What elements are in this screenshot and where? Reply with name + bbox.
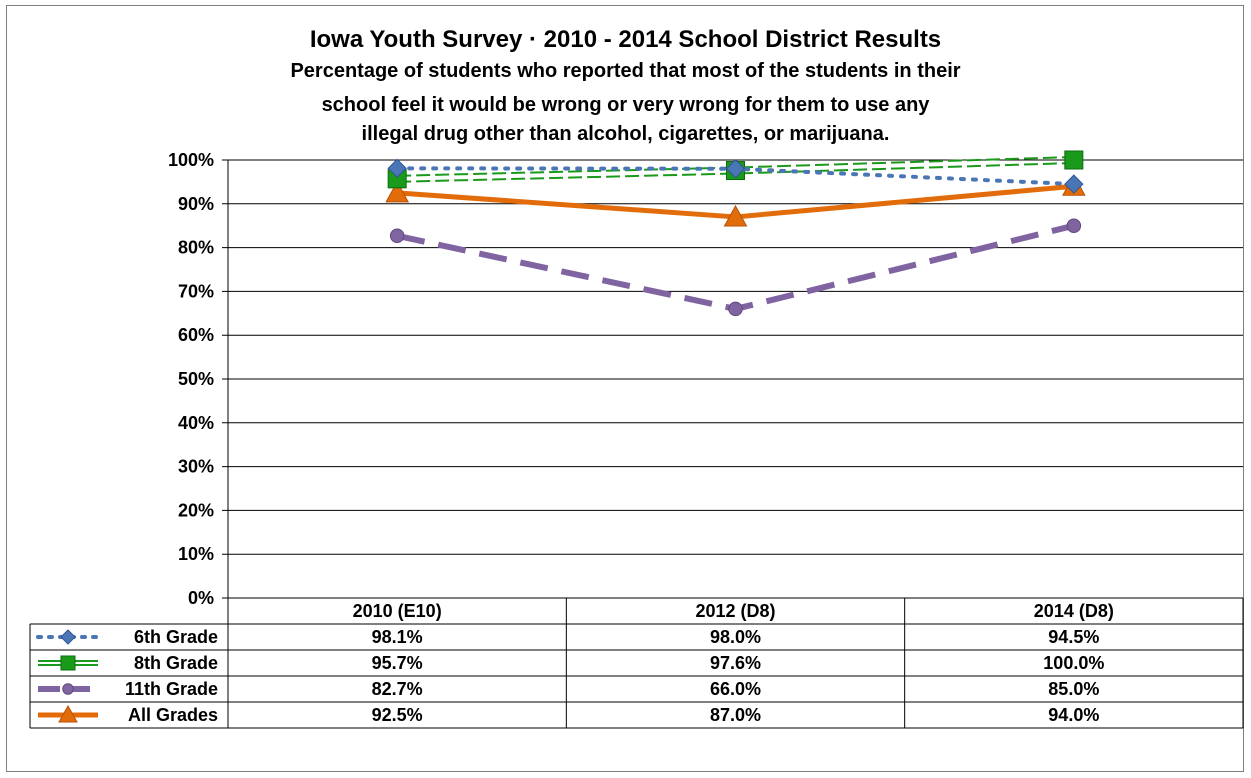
legend-series-name: All Grades [128,705,218,725]
chart-frame [6,5,1244,772]
chart-subtitle-line-3: illegal drug other than alcohol, cigaret… [361,123,890,145]
data-point-marker [60,655,76,671]
chart-title: Iowa Youth Survey · 2010 - 2014 School D… [309,26,942,53]
data-table-value: 95.7% [372,653,423,673]
y-tick-label: 70% [178,281,214,301]
data-table-value: 94.0% [1048,705,1099,725]
series-11th-grade [389,218,1082,317]
data-table-value: 92.5% [372,705,423,725]
y-tick-label: 10% [178,544,214,564]
legend-series-name: 11th Grade [125,679,218,699]
series-all-grades [385,174,1086,227]
data-table-value: 66.0% [710,679,761,699]
data-table-value: 87.0% [710,705,761,725]
series-line [397,156,1074,177]
data-point-marker [58,704,78,723]
y-tick-label: 50% [178,369,214,389]
x-category-label: 2010 (E10) [353,601,442,621]
y-tick-label: 40% [178,413,214,433]
series-8th-grade [387,150,1084,189]
data-point-marker [60,629,76,645]
data-point-marker [725,159,746,179]
y-tick-label: 80% [178,238,214,258]
data-table-value: 100.0% [1043,653,1104,673]
legend-series-name: 6th Grade [134,627,218,647]
series-line [396,222,1075,312]
data-table-value: 97.6% [710,653,761,673]
data-point-marker [728,301,743,317]
data-point-marker [387,158,407,179]
data-point-marker [1066,218,1082,233]
y-tick-label: 100% [168,150,214,170]
data-table-value: 98.1% [372,627,423,647]
data-point-marker [1064,174,1084,194]
y-tick-label: 0% [188,588,214,608]
y-tick-label: 90% [178,194,214,214]
data-point-marker [723,204,748,227]
x-category-label: 2014 (D8) [1034,601,1114,621]
y-tick-label: 30% [178,457,214,477]
data-table-value: 82.7% [372,679,423,699]
chart-subtitle-line-2: school feel it would be wrong or very wr… [321,94,930,116]
data-point-marker [389,228,405,244]
y-tick-label: 60% [178,325,214,345]
x-category-label: 2012 (D8) [695,601,775,621]
data-table-value: 98.0% [710,627,761,647]
data-point-marker [62,683,74,695]
y-tick-label: 20% [178,500,214,520]
data-table-value: 85.0% [1048,679,1099,699]
chart-subtitle-line-1: Percentage of students who reported that… [290,60,961,82]
series-6th-grade [387,158,1084,194]
data-point-marker [385,180,410,203]
data-table-value: 94.5% [1048,627,1099,647]
data-point-marker [1064,150,1084,170]
legend-series-name: 8th Grade [134,653,218,673]
series-line [397,162,1074,183]
